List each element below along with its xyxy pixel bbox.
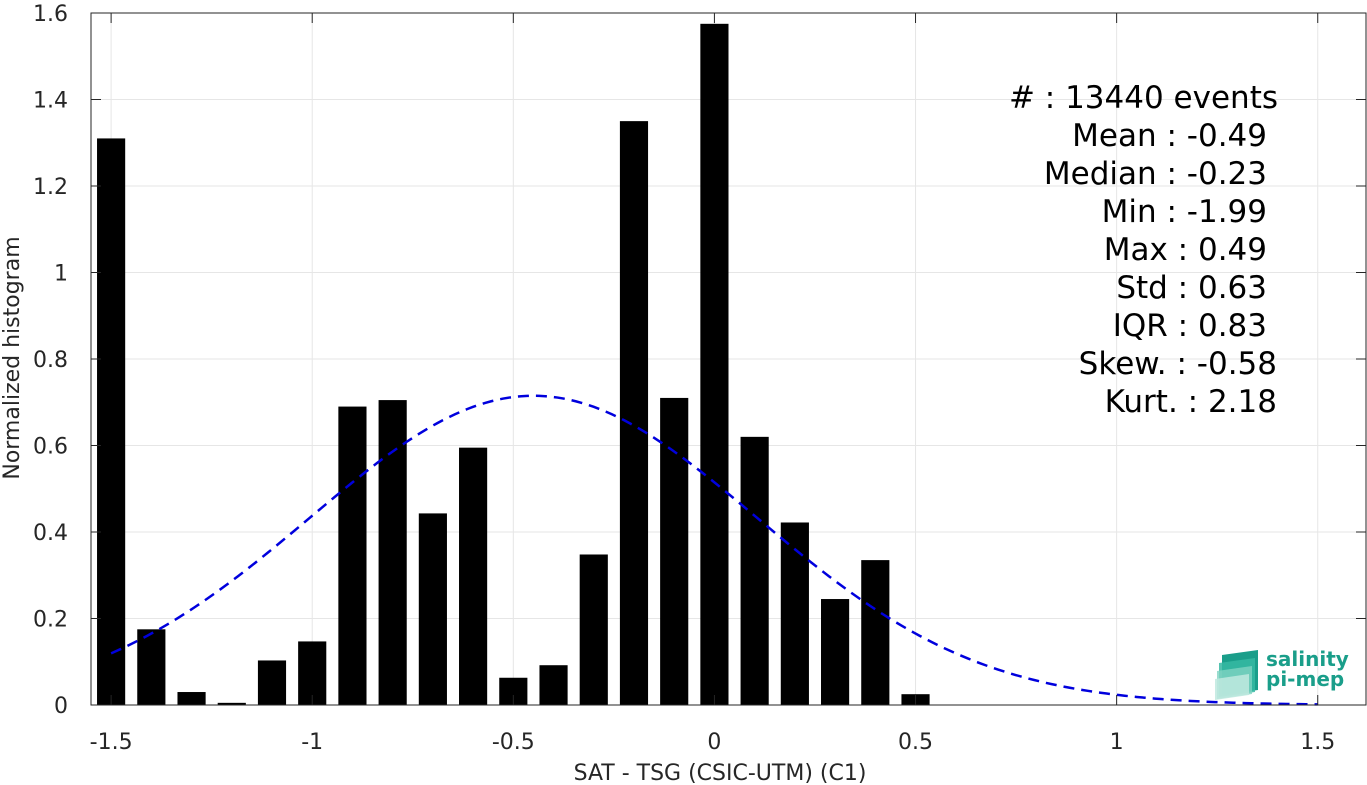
stat-min: Min : -1.99	[1102, 194, 1267, 230]
x-tick-label-5: 1	[1110, 730, 1124, 755]
bar-15	[700, 23, 729, 705]
y-axis-label: Normalized histogram	[0, 236, 25, 479]
stat-kurt: Kurt. : 2.18	[1105, 384, 1277, 420]
stat-max: Max : 0.49	[1104, 232, 1267, 268]
y-tick-label-6: 1.2	[33, 175, 68, 200]
x-axis-label: SAT - TSG (CSIC-UTM) (C1)	[574, 761, 867, 785]
bar-19	[861, 560, 890, 705]
bar-7	[378, 400, 407, 705]
bar-3	[217, 702, 246, 705]
x-tick-label-4: 0.5	[898, 730, 933, 755]
x-tick-label-3: 0	[707, 730, 721, 755]
y-tick-label-4: 0.8	[33, 348, 68, 373]
stat-median: Median : -0.23	[1044, 156, 1267, 192]
axis-ticks	[91, 12, 1366, 706]
bar-13	[619, 121, 649, 705]
y-tick-label-5: 1	[54, 262, 68, 287]
bar-11	[539, 665, 568, 705]
normal-fit-curve	[110, 394, 1318, 706]
bar-16	[740, 436, 769, 705]
y-tick-label-2: 0.4	[33, 521, 68, 546]
x-tick-label-0: -1.5	[90, 730, 133, 755]
stat-skew: Skew. : -0.58	[1079, 346, 1277, 382]
bar-5	[298, 641, 327, 705]
bar-17	[780, 522, 809, 705]
y-tick-label-0: 0	[54, 694, 68, 719]
x-tick-label-2: -0.5	[492, 730, 535, 755]
stat-events: # : 13440 events	[1009, 80, 1278, 116]
stat-std: Std : 0.63	[1116, 270, 1267, 306]
logo-waves-icon	[1215, 650, 1258, 700]
bar-8	[418, 513, 447, 705]
logo-line-2: pi-mep	[1266, 667, 1344, 691]
bar-14	[660, 397, 689, 705]
bar-6	[338, 406, 367, 705]
x-tick-labels: -1.5 -1 -0.5 0 0.5 1 1.5	[90, 730, 1336, 755]
stat-iqr: IQR : 0.83	[1113, 308, 1267, 344]
y-tick-label-8: 1.6	[33, 2, 68, 27]
bar-1	[137, 629, 166, 705]
bars	[97, 23, 930, 706]
bar-0	[97, 138, 126, 706]
bar-12	[579, 554, 608, 705]
x-tick-label-1: -1	[301, 730, 323, 755]
y-tick-label-7: 1.4	[33, 89, 68, 114]
stat-mean: Mean : -0.49	[1072, 118, 1267, 154]
bar-2	[177, 692, 206, 705]
bar-18	[821, 599, 850, 705]
x-tick-label-6: 1.5	[1300, 730, 1335, 755]
y-tick-label-3: 0.6	[33, 435, 68, 460]
y-tick-labels: 0 0.2 0.4 0.6 0.8 1 1.2 1.4 1.6	[33, 2, 68, 719]
salinity-pi-mep-logo: salinity pi-mep	[1215, 647, 1349, 700]
logo-line-1: salinity	[1266, 647, 1349, 671]
y-tick-label-1: 0.2	[33, 608, 68, 633]
bar-4	[257, 660, 287, 705]
bar-9	[459, 447, 488, 705]
